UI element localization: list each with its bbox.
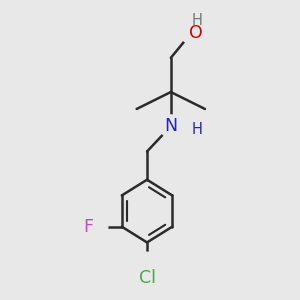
Text: N: N: [164, 117, 177, 135]
Text: O: O: [189, 24, 202, 42]
Circle shape: [180, 21, 203, 44]
Text: H: H: [192, 122, 203, 137]
Text: H: H: [192, 13, 203, 28]
Circle shape: [160, 115, 182, 137]
Text: F: F: [83, 218, 93, 236]
Text: Cl: Cl: [139, 269, 155, 287]
Circle shape: [136, 252, 158, 275]
Circle shape: [85, 215, 108, 238]
